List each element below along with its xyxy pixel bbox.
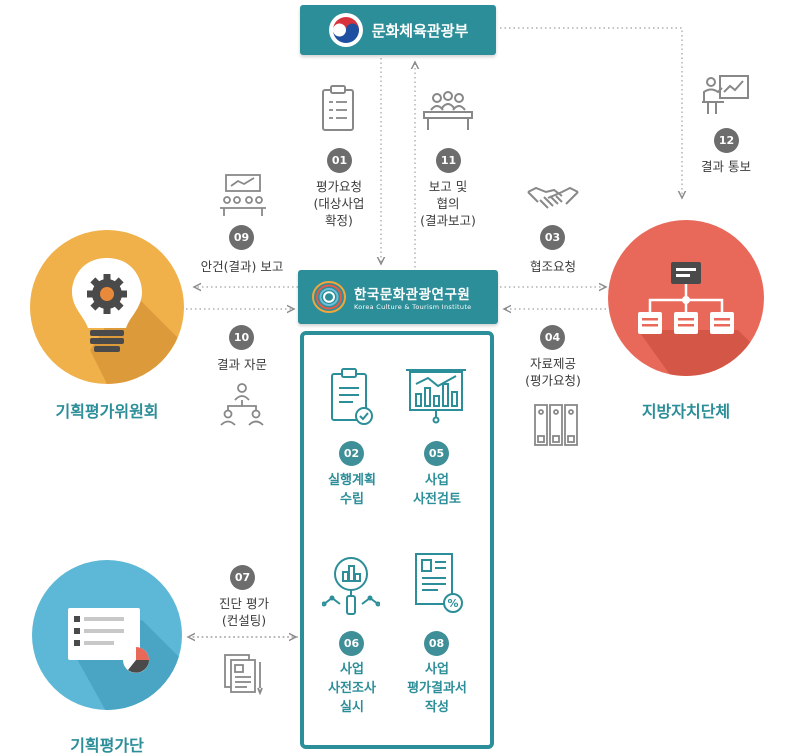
step-08-badge: 08: [424, 631, 449, 656]
step-07-label: 진단 평가 (컨설팅): [219, 596, 269, 628]
svg-text:%: %: [447, 597, 458, 610]
step-06-badge: 06: [339, 631, 364, 656]
local-gov-label: 지방자치단체: [641, 402, 731, 421]
step-04-label: 자료제공 (평가요청): [525, 356, 581, 388]
step-08-label: 사업 평가결과서 작성: [407, 662, 467, 715]
documents-icon: [224, 654, 263, 696]
institute-english-label: Korea Culture & Tourism Institute: [354, 303, 472, 311]
step-01-badge: 01: [327, 148, 352, 173]
ministry-box: 문화체육관광부: [300, 5, 496, 55]
step-12-badge: 12: [714, 128, 739, 153]
step-07-badge: 07: [230, 565, 255, 590]
step-09-badge: 09: [229, 225, 254, 250]
local-gov-orgchart-icon: [608, 220, 764, 376]
handshake-icon: [527, 186, 579, 209]
clipboard-icon: [322, 85, 354, 131]
ministry-label: 문화체육관광부: [371, 21, 469, 40]
step-02-badge: 02: [339, 441, 364, 466]
committee-label: 기획평가위원회: [55, 402, 159, 421]
step-03-badge: 03: [540, 225, 565, 250]
committee-lightbulb-icon: [30, 230, 184, 384]
step-10-badge: 10: [229, 325, 254, 350]
step-10-label: 결과 자문: [217, 357, 267, 372]
institute-box: 한국문화관광연구원 Korea Culture & Tourism Instit…: [298, 270, 498, 324]
step-06-label: 사업 사전조사 실시: [328, 662, 376, 715]
people-hierarchy-icon: [220, 383, 264, 426]
step-12-label: 결과 통보: [701, 159, 751, 174]
step-02-label: 실행계획 수립: [328, 473, 376, 507]
binders-icon: [534, 404, 578, 446]
step-01-label: 평가요청 (대상사업 확정): [313, 179, 365, 228]
checklist-icon: [331, 368, 373, 425]
eval-team-report-icon: [32, 560, 182, 710]
presentation-icon: [702, 75, 749, 114]
magnifier-icon: [322, 557, 380, 615]
step-03-label: 협조요청: [529, 259, 576, 274]
process-container: [300, 331, 494, 749]
chart-board-icon: [406, 369, 466, 424]
step-09-label: 안건(결과) 보고: [200, 259, 284, 274]
board-meeting-icon: [220, 174, 266, 216]
eval-team-label: 기획평가단: [70, 736, 144, 755]
institute-label: 한국문화관광연구원: [354, 287, 471, 303]
step-11-badge: 11: [436, 148, 461, 173]
meeting-icon: [423, 91, 473, 130]
report-percent-icon: %: [415, 553, 463, 613]
step-11-label: 보고 및 협의 (결과보고): [420, 179, 476, 228]
institute-logo-icon: [312, 281, 346, 313]
step-05-label: 사업 사전검토: [413, 473, 461, 507]
taegeuk-emblem-icon: [328, 13, 363, 47]
step-04-badge: 04: [540, 325, 565, 350]
step-05-badge: 05: [424, 441, 449, 466]
